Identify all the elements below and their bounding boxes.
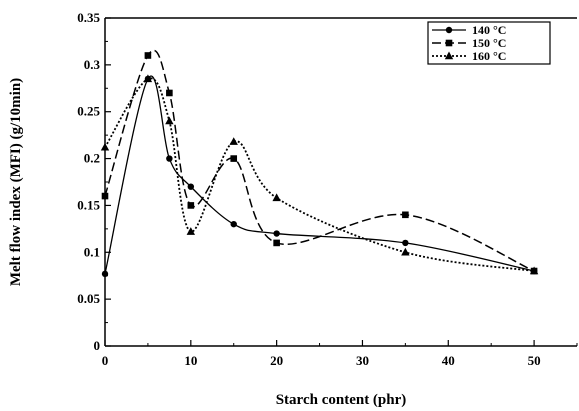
legend-swatch-marker — [445, 39, 453, 47]
series-1-point — [273, 230, 280, 237]
series-2-point — [230, 155, 238, 162]
series-3-point — [529, 266, 539, 275]
x-axis-ticks: 0 10 20 30 40 50 — [102, 340, 578, 368]
y-axis-title: Melt flow index (MFI) (g/10min) — [8, 78, 24, 286]
series-1 — [101, 75, 538, 278]
series-1-point — [187, 183, 195, 190]
x-tick-label: 0 — [102, 353, 109, 368]
legend-label: 150 °C — [472, 36, 506, 50]
series-1-point — [166, 155, 173, 162]
x-tick-label: 10 — [184, 353, 197, 368]
series-3-point — [165, 116, 174, 125]
series-2-point — [144, 52, 152, 59]
series-3-point — [143, 74, 153, 83]
series-1-line — [104, 75, 535, 274]
legend-label: 160 °C — [472, 49, 506, 63]
series-3-point — [229, 137, 238, 145]
y-axis-ticks: 0 0.05 0.1 0.15 0.2 0.25 0.3 0.35 — [77, 10, 111, 353]
x-axis-title: Starch content (phr) — [276, 392, 407, 408]
y-tick-label: 0.15 — [77, 197, 100, 212]
x-tick-label: 50 — [528, 353, 541, 368]
y-tick-label: 0.35 — [77, 10, 100, 25]
legend-swatch-marker — [445, 26, 453, 34]
series-2-point — [166, 89, 173, 97]
series-3-line — [104, 77, 535, 272]
series-2-point — [273, 239, 280, 247]
legend-swatch-marker — [444, 51, 454, 60]
legend-label: 140 °C — [472, 23, 506, 37]
series-1-point — [101, 270, 109, 278]
series-2-point — [101, 192, 109, 200]
series-3-point — [186, 227, 196, 235]
y-tick-label: 0 — [94, 338, 101, 353]
series-3-point — [401, 247, 410, 256]
x-tick-label: 40 — [442, 353, 455, 368]
y-tick-label: 0.1 — [84, 244, 100, 259]
x-tick-label: 30 — [356, 353, 369, 368]
series-layer — [100, 49, 539, 278]
y-tick-label: 0.25 — [77, 104, 100, 119]
y-tick-label: 0.2 — [84, 151, 100, 166]
series-3-point — [272, 193, 281, 202]
series-3-point — [100, 142, 110, 151]
plot-frame — [104, 17, 577, 347]
y-tick-label: 0.05 — [77, 291, 100, 306]
series-2-point — [402, 211, 409, 219]
y-tick-label: 0.3 — [84, 57, 101, 72]
series-1-point — [402, 239, 409, 247]
series-2-point — [187, 202, 195, 209]
series-2 — [101, 49, 538, 275]
x-tick-label: 20 — [270, 353, 283, 368]
series-1-point — [230, 220, 237, 228]
series-3 — [100, 74, 539, 275]
